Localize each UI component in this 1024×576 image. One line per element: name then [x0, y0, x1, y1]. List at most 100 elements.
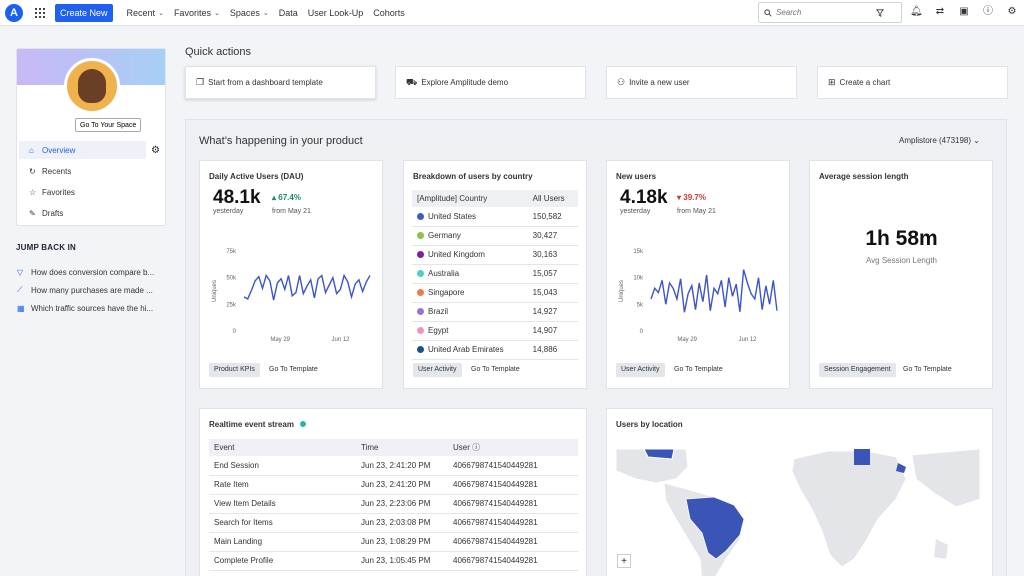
table-row[interactable]: Search for Items Jun 23, 2:03:08 PM 406679… — [209, 513, 578, 533]
country-card[interactable]: Breakdown of users by country [Amplitude… — [403, 160, 587, 389]
user-link[interactable]: 4066798741540449281 — [448, 494, 578, 514]
users-cell: 14,927 — [527, 302, 578, 322]
user-activity-chip[interactable]: User Activity — [413, 363, 462, 377]
user-activity-chip[interactable]: User Activity — [616, 363, 665, 377]
table-row[interactable]: United Kingdom 30,163 — [412, 245, 578, 265]
table-row[interactable]: Rate Item Jun 23, 2:41:20 PM 4066798741540… — [209, 475, 578, 495]
event-link[interactable]: Main Landing — [209, 532, 356, 552]
gear-icon[interactable]: ⚙ — [151, 145, 160, 156]
qa-dashboard-template[interactable]: ❐ Start from a dashboard template — [185, 66, 376, 99]
project-selector[interactable]: Amplistore (473198) ⌄ — [899, 136, 980, 145]
table-row[interactable]: Brazil 14,927 — [412, 302, 578, 322]
search-box[interactable] — [758, 2, 902, 23]
funnel-icon: ▽ — [17, 267, 24, 277]
jump-item[interactable]: ▦ Which traffic sources have the hi... — [17, 299, 154, 317]
table-row[interactable]: United States 150,582 — [412, 207, 578, 227]
go-to-template-link[interactable]: Go To Template — [471, 366, 520, 373]
go-to-template-link[interactable]: Go To Template — [903, 366, 952, 373]
event-link[interactable]: View Item Details — [209, 494, 356, 514]
bell-icon[interactable]: 🔔︎ — [910, 6, 923, 17]
sidebar-menu: ⌂ Overview ↻ Recents ☆ Favorites ✎ Drafts — [19, 141, 163, 225]
nav-recent[interactable]: Recent ⌄ — [127, 8, 164, 18]
event-link[interactable]: Complete Profile — [209, 551, 356, 571]
country-cell: United States — [412, 207, 528, 227]
table-row[interactable]: Australia 15,057 — [412, 264, 578, 284]
nav-data[interactable]: Data — [279, 8, 298, 18]
table-row[interactable]: Egypt 14,907 — [412, 321, 578, 341]
event-col-header: Event — [209, 439, 356, 456]
qa-explore-demo[interactable]: ⛟ Explore Amplitude demo — [395, 66, 586, 99]
country-cell: Egypt — [412, 321, 528, 341]
app-grid-icon[interactable] — [35, 7, 45, 18]
event-link[interactable]: Rate Item — [209, 475, 356, 495]
series-line[interactable] — [650, 269, 778, 313]
user-link[interactable]: 4066798741540449281 — [448, 456, 578, 476]
table-row[interactable]: Main Landing Jun 23, 1:08:29 PM 4066798741… — [209, 532, 578, 552]
jump-item-label: Which traffic sources have the hi... — [31, 303, 154, 313]
jump-item[interactable]: ▽ How does conversion compare b... — [17, 263, 154, 281]
table-row[interactable]: View Item Details Jun 23, 2:23:06 PM 40667… — [209, 494, 578, 514]
country-color-dot — [417, 251, 424, 258]
user-link[interactable]: 4066798741540449281 — [448, 532, 578, 552]
session-value: 1h 58m — [865, 227, 938, 250]
go-to-template-link[interactable]: Go To Template — [269, 366, 318, 373]
qa-label: Invite a new user — [629, 78, 690, 87]
table-row[interactable]: End Session Jun 23, 2:41:20 PM 40667987415… — [209, 456, 578, 476]
sidebar-item-overview[interactable]: ⌂ Overview — [19, 141, 146, 159]
new-users-value-label: yesterday — [620, 208, 651, 215]
sidebar-item-recents[interactable]: ↻ Recents — [19, 162, 163, 180]
qa-invite-user[interactable]: ⚇ Invite a new user — [606, 66, 797, 99]
home-icon: ⌂ — [29, 145, 34, 155]
table-row[interactable]: United Arab Emirates 14,886 — [412, 340, 578, 360]
sidebar-item-label: Favorites — [42, 187, 75, 197]
search-input[interactable] — [776, 8, 876, 17]
zoom-in-button[interactable]: + — [617, 554, 631, 568]
nav-spaces[interactable]: Spaces ⌄ — [230, 8, 269, 18]
y-tick-label: 50k — [226, 276, 237, 282]
go-to-template-link[interactable]: Go To Template — [674, 366, 723, 373]
new-users-chart: 15k 10k 5k 0 Uniques May 29 Jun 12 — [619, 249, 778, 343]
square-icon[interactable]: ▣ — [959, 6, 969, 17]
dau-card[interactable]: Daily Active Users (DAU) 48.1k ▴ 67.4% y… — [199, 160, 383, 389]
y-tick-label: 25k — [226, 302, 237, 308]
location-card: Users by location + — [606, 408, 993, 576]
event-link[interactable]: Search for Items — [209, 513, 356, 533]
time-cell: Jun 23, 1:05:45 PM — [356, 551, 448, 571]
user-link[interactable]: 4066798741540449281 — [448, 551, 578, 571]
nav-favorites[interactable]: Favorites ⌄ — [174, 8, 220, 18]
world-map[interactable] — [616, 449, 980, 576]
flow-icon[interactable]: ⇄ — [935, 6, 945, 17]
session-card[interactable]: Average session length 1h 58m Avg Sessio… — [809, 160, 993, 389]
create-new-button[interactable]: Create New — [55, 3, 113, 22]
chevron-down-icon: ⌄ — [213, 9, 220, 17]
amplitude-logo[interactable]: A — [5, 3, 23, 22]
user-link[interactable]: 4066798741540449281 — [448, 513, 578, 533]
sidebar-item-favorites[interactable]: ☆ Favorites — [19, 183, 163, 201]
nav-user-lookup[interactable]: User Look-Up — [308, 8, 364, 18]
time-cell: Jun 23, 1:08:29 PM — [356, 532, 448, 552]
session-engagement-chip[interactable]: Session Engagement — [819, 363, 896, 377]
event-link[interactable]: End Session — [209, 456, 356, 476]
info-icon[interactable]: ⓘ — [472, 443, 481, 452]
location-title: Users by location — [616, 420, 683, 429]
gear-icon[interactable]: ⚙ — [1007, 6, 1017, 17]
help-icon[interactable]: ⓘ — [983, 6, 993, 17]
new-users-card[interactable]: New users 4.18k ▾ 39.7% yesterday from M… — [606, 160, 790, 389]
user-col-header: User ⓘ — [448, 439, 578, 456]
qa-create-chart[interactable]: ⊞ Create a chart — [817, 66, 1008, 99]
table-row[interactable]: Germany 30,427 — [412, 226, 578, 246]
table-row[interactable]: Singapore 15,043 — [412, 283, 578, 303]
country-col-header: [Amplitude] Country — [412, 190, 528, 207]
filter-icon[interactable] — [876, 8, 884, 17]
live-dot-icon — [300, 421, 307, 427]
jump-item[interactable]: ⟋ How many purchases are made ... — [17, 281, 154, 299]
realtime-card: Realtime event stream Event Time User ⓘ … — [199, 408, 587, 576]
go-to-space-button[interactable]: Go To Your Space — [75, 118, 142, 132]
series-line[interactable] — [243, 273, 371, 301]
nav-cohorts[interactable]: Cohorts — [373, 8, 405, 18]
product-kpis-chip[interactable]: Product KPIs — [209, 363, 260, 377]
sidebar-item-drafts[interactable]: ✎ Drafts — [19, 204, 163, 222]
country-cell: Singapore — [412, 283, 528, 303]
user-link[interactable]: 4066798741540449281 — [448, 475, 578, 495]
table-row[interactable]: Complete Profile Jun 23, 1:05:45 PM 406679… — [209, 551, 578, 571]
